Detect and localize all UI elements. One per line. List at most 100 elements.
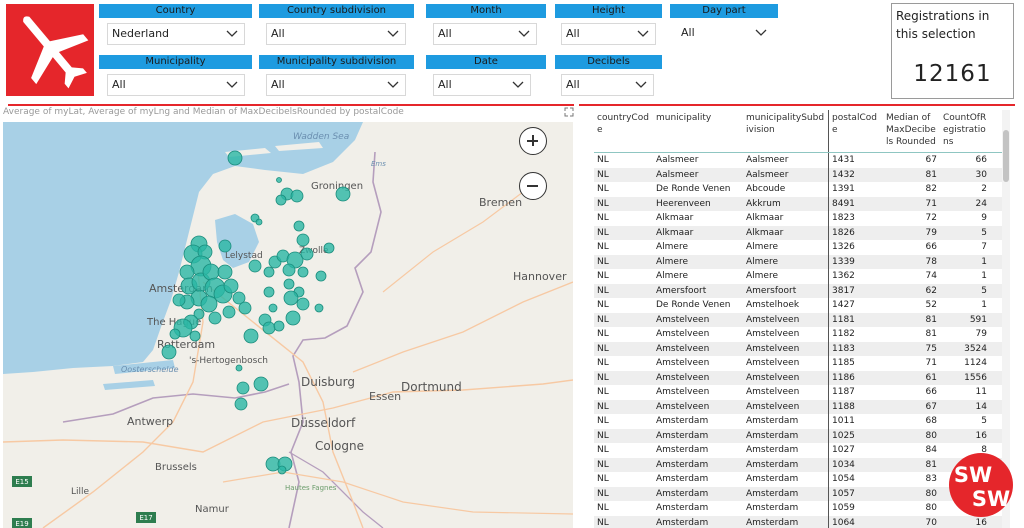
table-row[interactable]: NL De Ronde Venen Amstelhoek 1427 52 1 <box>594 298 1002 313</box>
table-cell: 1823 <box>828 211 883 226</box>
column-header[interactable]: postalCode <box>828 110 883 152</box>
bubble[interactable] <box>314 303 324 313</box>
bubble[interactable] <box>248 259 262 273</box>
table-scrollbar[interactable] <box>1002 110 1010 528</box>
bubble[interactable] <box>161 344 177 360</box>
zoom-in-button[interactable] <box>519 127 547 155</box>
bubble[interactable] <box>234 397 248 411</box>
decibels-dropdown[interactable]: All <box>561 74 654 96</box>
month-dropdown[interactable]: All <box>433 23 537 45</box>
table-row[interactable]: NL Amstelveen Amstelveen 1181 81 591 <box>594 312 1002 327</box>
bubble[interactable] <box>275 194 287 206</box>
bubble[interactable] <box>276 177 282 183</box>
table-row[interactable]: NL Amstelveen Amstelveen 1188 67 14 <box>594 399 1002 414</box>
table-cell: 1027 <box>828 443 883 458</box>
bubble[interactable] <box>277 465 287 475</box>
table-row[interactable]: NL Almere Almere 1326 66 7 <box>594 240 1002 255</box>
bubble[interactable] <box>202 263 220 281</box>
country-dropdown[interactable]: Nederland <box>107 23 245 45</box>
bubble[interactable] <box>223 278 239 294</box>
table-cell: Akkrum <box>746 198 781 209</box>
table-row[interactable]: NL Amstelveen Amstelveen 1187 66 11 <box>594 385 1002 400</box>
table-row[interactable]: NLAmsterdamAmsterdam1054832 <box>594 472 1002 487</box>
bubble[interactable] <box>222 305 236 319</box>
chevron-down-icon <box>637 30 649 37</box>
bubble[interactable] <box>335 186 351 202</box>
bubble[interactable] <box>273 320 285 332</box>
column-header[interactable]: Median of MaxDecibels Rounded <box>886 113 936 147</box>
column-header[interactable]: countryCode <box>597 113 649 135</box>
table-row[interactable]: NL Alkmaar Alkmaar 1826 79 5 <box>594 225 1002 240</box>
bubble[interactable] <box>236 381 250 395</box>
bubble[interactable] <box>218 239 232 253</box>
table-row[interactable]: NL Aalsmeer Aalsmeer 1431 67 66 <box>594 153 1002 168</box>
bubble[interactable] <box>296 233 310 247</box>
bubble[interactable] <box>297 266 309 278</box>
bubble[interactable] <box>243 328 259 344</box>
table-cell: 68 <box>925 416 937 426</box>
table-row[interactable]: NL De Ronde Venen Abcoude 1391 82 2 <box>594 182 1002 197</box>
table-row[interactable]: NLAmsterdamAmsterdam1057801 <box>594 486 1002 501</box>
table-cell: 1183 <box>828 341 883 356</box>
bubble[interactable] <box>169 328 181 340</box>
bubble[interactable] <box>268 303 278 313</box>
bubble[interactable] <box>217 264 233 280</box>
table-row[interactable]: NL Amstelveen Amstelveen 1183 75 3524 <box>594 341 1002 356</box>
table-row[interactable]: NLAmsterdamAmsterdam1034819 <box>594 457 1002 472</box>
table-row[interactable]: NLAmsterdamAmsterdam1059801 <box>594 501 1002 516</box>
table-row[interactable]: NL Heerenveen Akkrum 8491 71 24 <box>594 196 1002 211</box>
bubble[interactable] <box>253 376 269 392</box>
bubble[interactable] <box>285 310 301 326</box>
table-row[interactable]: NL Amsterdam Amsterdam 1025 80 16 <box>594 428 1002 443</box>
bubble[interactable] <box>300 247 314 261</box>
bubble[interactable] <box>296 297 310 311</box>
table-row[interactable]: NL Alkmaar Alkmaar 1823 72 9 <box>594 211 1002 226</box>
table-row[interactable]: NL Amersfoort Amersfoort 3817 62 5 <box>594 283 1002 298</box>
table-row[interactable]: NL Almere Almere 1339 78 1 <box>594 254 1002 269</box>
country-subdivision-dropdown[interactable]: All <box>266 23 406 45</box>
bubble[interactable] <box>283 290 299 306</box>
bubble[interactable] <box>283 278 295 290</box>
table-row[interactable]: NL Amstelveen Amstelveen 1186 61 1556 <box>594 370 1002 385</box>
bubble[interactable] <box>238 301 252 315</box>
bubble[interactable] <box>255 218 263 226</box>
bubble[interactable] <box>227 150 243 166</box>
sea <box>3 122 363 374</box>
zoom-out-button[interactable] <box>519 172 547 200</box>
bubble[interactable] <box>263 266 275 278</box>
bubble[interactable] <box>290 189 304 203</box>
bubble[interactable] <box>235 364 243 372</box>
date-dropdown[interactable]: All <box>433 74 531 96</box>
table-cell: Amstelveen <box>746 358 800 368</box>
bubble[interactable] <box>179 264 195 280</box>
bubble[interactable] <box>232 291 246 305</box>
bubble-map[interactable]: Wadden Sea Ems Groningen Bremen Lelystad… <box>3 122 573 528</box>
municipality-dropdown[interactable]: All <box>107 74 245 96</box>
bubble[interactable] <box>263 286 275 298</box>
bubble[interactable] <box>282 263 296 277</box>
bubble[interactable] <box>323 242 335 254</box>
scrollbar-thumb[interactable] <box>1003 130 1009 182</box>
table-row[interactable]: NL Aalsmeer Aalsmeer 1432 81 30 <box>594 167 1002 182</box>
column-header[interactable]: municipality <box>656 113 712 123</box>
bubble[interactable] <box>193 308 205 320</box>
table-row[interactable]: NL Amstelveen Amstelveen 1185 71 1124 <box>594 356 1002 371</box>
day-part-dropdown[interactable]: All <box>677 23 773 45</box>
bubble[interactable] <box>315 270 327 282</box>
table-row[interactable]: NL Amstelveen Amstelveen 1182 81 79 <box>594 327 1002 342</box>
table-row[interactable]: NL Amsterdam Amsterdam 1027 84 8 <box>594 443 1002 458</box>
height-dropdown[interactable]: All <box>561 23 656 45</box>
column-header[interactable]: CountOfRegistrations <box>943 113 987 147</box>
table-row[interactable]: NL Almere Almere 1362 74 1 <box>594 269 1002 284</box>
table-row[interactable]: NL Amsterdam Amsterdam 1064 70 16 <box>594 515 1002 528</box>
bubble[interactable] <box>172 293 186 307</box>
bubble[interactable] <box>293 220 305 232</box>
column-header[interactable]: municipalitySubdivision <box>746 113 825 135</box>
table-row[interactable]: NL Amsterdam Amsterdam 1011 68 5 <box>594 414 1002 429</box>
focus-mode-icon[interactable] <box>564 107 574 117</box>
bubble[interactable] <box>200 295 218 313</box>
municipality-subdivision-dropdown[interactable]: All <box>266 74 406 96</box>
bubble[interactable] <box>262 321 276 335</box>
bubble[interactable] <box>189 330 201 342</box>
bubble[interactable] <box>208 311 222 325</box>
